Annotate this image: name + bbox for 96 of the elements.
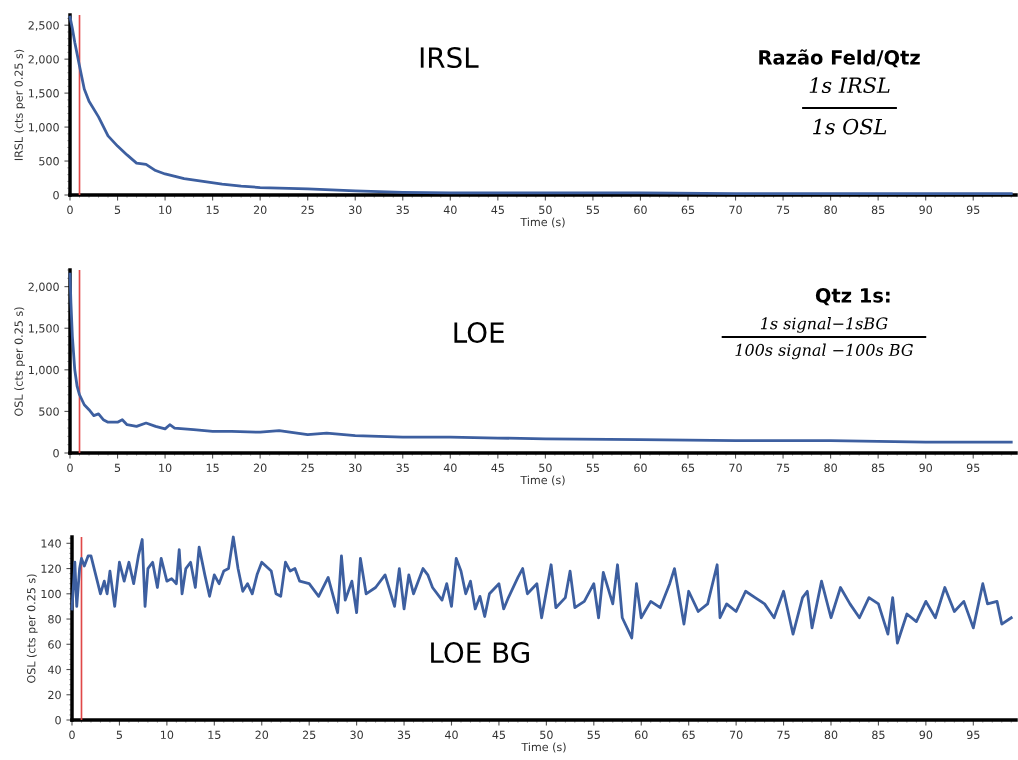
x-tick-label: 65 bbox=[681, 463, 695, 473]
x-tick-label: 45 bbox=[491, 205, 504, 215]
y-tick-label: 2,000 bbox=[28, 55, 59, 65]
x-tick-label: 30 bbox=[349, 463, 362, 473]
x-tick-label: 50 bbox=[540, 730, 553, 740]
y-tick-label: 500 bbox=[39, 157, 59, 166]
y-tick-label: 1,000 bbox=[28, 365, 59, 376]
annotation: IRSL bbox=[420, 47, 479, 69]
x-tick-label: 35 bbox=[396, 205, 409, 215]
annotation: LOE BG bbox=[431, 642, 529, 664]
x-tick-label: 25 bbox=[301, 463, 314, 473]
x-tick-label: 90 bbox=[919, 463, 933, 473]
y-tick-label: 1,000 bbox=[28, 123, 59, 133]
x-tick-label: 85 bbox=[871, 205, 885, 215]
x-tick-label: 5 bbox=[116, 730, 122, 740]
x-tick-label: 85 bbox=[871, 463, 885, 473]
x-tick-label: 95 bbox=[966, 730, 980, 740]
y-tick-label: 20 bbox=[48, 690, 61, 700]
x-axis-title: Time (s) bbox=[520, 475, 565, 486]
x-tick-label: 20 bbox=[253, 205, 267, 215]
x-tick-label: 15 bbox=[208, 730, 221, 740]
x-tick-label: 65 bbox=[682, 730, 695, 740]
x-axis-title: Time (s) bbox=[520, 217, 565, 228]
y-tick-label: 2,000 bbox=[28, 282, 59, 293]
x-tick-label: 80 bbox=[824, 205, 837, 215]
x-tick-label: 0 bbox=[67, 205, 73, 215]
x-tick-label: 95 bbox=[966, 463, 980, 473]
x-tick-label: 10 bbox=[159, 463, 172, 473]
x-tick-label: 70 bbox=[729, 205, 742, 215]
x-axis-title: Time (s) bbox=[521, 742, 566, 753]
annotation: 100s signal −100s BG bbox=[735, 343, 913, 360]
x-tick-label: 75 bbox=[777, 730, 790, 740]
x-tick-label: 60 bbox=[634, 463, 647, 473]
annotation: LOE bbox=[454, 322, 504, 344]
line-series bbox=[68, 15, 1013, 196]
y-tick-label: 60 bbox=[48, 640, 61, 649]
y-tick-label: 1,500 bbox=[28, 324, 59, 334]
x-tick-label: 25 bbox=[301, 205, 314, 215]
y-tick-label: 0 bbox=[53, 448, 59, 458]
y-axis-title: OSL (cts per 0.25 s) bbox=[14, 307, 25, 416]
x-tick-label: 75 bbox=[776, 205, 790, 215]
x-tick-label: 0 bbox=[69, 730, 75, 740]
x-tick-label: 0 bbox=[67, 463, 73, 473]
x-tick-label: 85 bbox=[872, 730, 885, 740]
y-tick-label: 1,500 bbox=[28, 89, 59, 99]
x-tick-label: 5 bbox=[114, 205, 121, 215]
x-tick-label: 75 bbox=[776, 463, 790, 473]
x-tick-label: 45 bbox=[491, 463, 504, 473]
x-tick-label: 95 bbox=[966, 205, 980, 215]
y-tick-label: 500 bbox=[39, 407, 59, 416]
x-tick-label: 70 bbox=[729, 730, 743, 740]
y-tick-label: 0 bbox=[55, 715, 61, 725]
line-series bbox=[68, 272, 1013, 444]
x-tick-label: 15 bbox=[206, 463, 219, 473]
y-tick-label: 140 bbox=[41, 539, 61, 548]
x-tick-label: 20 bbox=[255, 730, 269, 740]
x-tick-label: 30 bbox=[350, 730, 363, 740]
x-tick-label: 80 bbox=[824, 730, 838, 740]
x-tick-label: 15 bbox=[206, 205, 219, 215]
x-tick-label: 90 bbox=[919, 205, 933, 215]
y-tick-label: 120 bbox=[41, 564, 61, 573]
x-tick-label: 10 bbox=[159, 205, 172, 215]
x-tick-label: 65 bbox=[681, 205, 695, 215]
x-tick-label: 25 bbox=[302, 730, 316, 740]
x-tick-label: 55 bbox=[586, 205, 600, 215]
x-tick-label: 90 bbox=[919, 730, 933, 740]
annotation: 1s signal−1sBG bbox=[760, 317, 888, 333]
annotation: Razão Feld/Qtz bbox=[759, 49, 920, 68]
x-tick-label: 50 bbox=[539, 463, 552, 473]
x-tick-label: 80 bbox=[824, 463, 837, 473]
x-tick-label: 70 bbox=[729, 463, 742, 473]
y-tick-label: 40 bbox=[47, 665, 61, 674]
x-tick-label: 40 bbox=[443, 205, 457, 215]
x-tick-label: 35 bbox=[397, 730, 411, 740]
x-tick-label: 55 bbox=[586, 463, 600, 473]
y-tick-label: 0 bbox=[53, 190, 59, 200]
x-tick-label: 60 bbox=[634, 730, 648, 740]
annotation: 1s OSL bbox=[813, 118, 887, 135]
x-tick-label: 20 bbox=[253, 463, 267, 473]
x-tick-label: 45 bbox=[492, 730, 506, 740]
y-tick-label: 100 bbox=[41, 589, 61, 599]
y-tick-label: 80 bbox=[48, 615, 61, 624]
annotation: 1s IRSL bbox=[809, 77, 890, 94]
x-tick-label: 60 bbox=[634, 205, 647, 215]
x-tick-label: 10 bbox=[161, 730, 174, 740]
y-axis-title: IRSL (cts per 0.25 s) bbox=[14, 49, 25, 161]
y-tick-label: 2,500 bbox=[28, 21, 59, 31]
x-tick-label: 35 bbox=[396, 463, 409, 473]
x-tick-label: 5 bbox=[114, 463, 121, 473]
x-tick-label: 50 bbox=[539, 205, 552, 215]
x-tick-label: 40 bbox=[443, 463, 457, 473]
y-axis-title: OSL (cts per 0.25 s) bbox=[26, 574, 38, 683]
annotation: Qtz 1s: bbox=[815, 288, 890, 306]
x-tick-label: 55 bbox=[587, 730, 600, 740]
x-tick-label: 40 bbox=[444, 730, 458, 740]
x-tick-label: 30 bbox=[349, 205, 362, 215]
